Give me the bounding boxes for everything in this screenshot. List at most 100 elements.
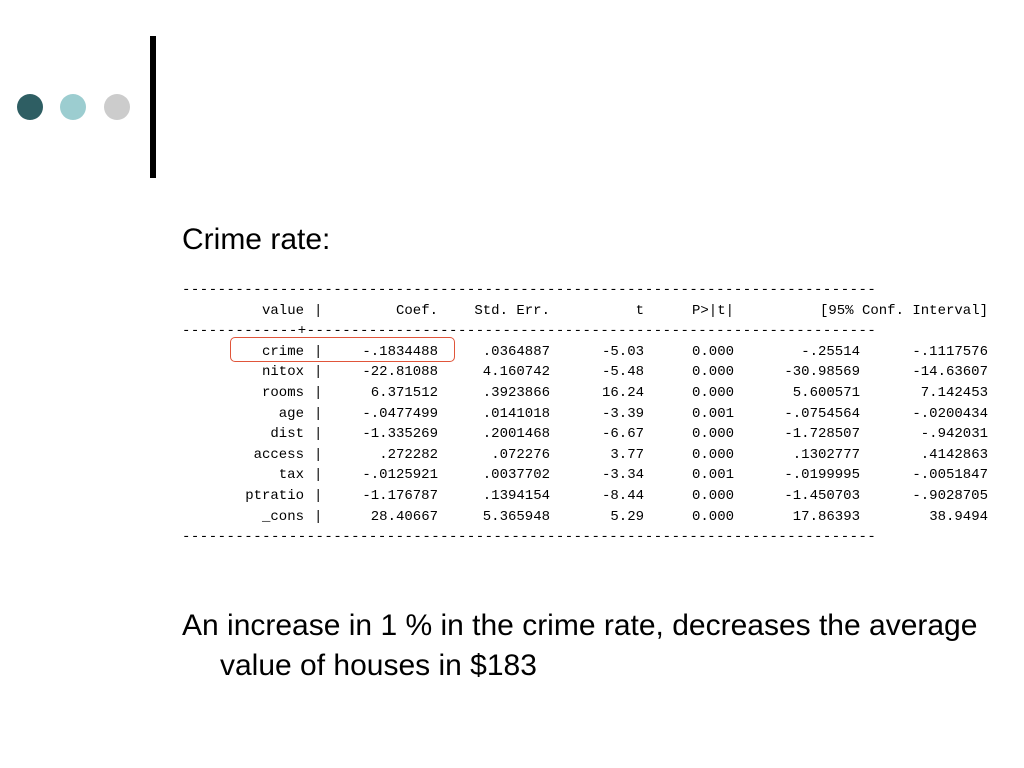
- row-conf-low: -30.98569: [784, 364, 860, 381]
- row-var: age: [278, 405, 304, 422]
- column-separator: |: [314, 405, 323, 422]
- row-coef: .272282: [379, 446, 438, 463]
- row-t: -8.44: [601, 487, 644, 504]
- row-var: rooms: [261, 384, 304, 401]
- table-row: dist | -1.335269 .2001468 -6.67 0.000 -1.72850…: [182, 424, 988, 445]
- row-var: ptratio: [245, 487, 304, 504]
- column-separator: |: [314, 426, 323, 443]
- row-conf-high: -.1117576: [912, 343, 988, 360]
- decor-vertical-bar: [150, 36, 156, 178]
- row-t: 5.29: [610, 508, 644, 525]
- table-row: ptratio | -1.176787 .1394154 -8.44 0.000 -1.45…: [182, 486, 988, 507]
- header-se: Std. Err.: [474, 302, 550, 319]
- row-coef: 6.371512: [370, 384, 438, 401]
- header-conf: [95% Conf. Interval]: [819, 302, 988, 319]
- row-var: nitox: [261, 364, 304, 381]
- header-t: t: [635, 302, 644, 319]
- row-p: 0.000: [691, 426, 734, 443]
- decor-dot-gray: [104, 94, 130, 120]
- decor-dot-dark: [17, 94, 43, 120]
- row-t: 3.77: [610, 446, 644, 463]
- row-se: .0364887: [482, 343, 550, 360]
- row-t: -6.67: [601, 426, 644, 443]
- regression-output: ----------------------------------------…: [182, 280, 988, 548]
- row-conf-low: -1.728507: [784, 426, 860, 443]
- column-separator: |: [314, 343, 323, 360]
- row-conf-high: -.9028705: [912, 487, 988, 504]
- row-conf-low: -.0199995: [784, 467, 860, 484]
- row-conf-high: -.942031: [920, 426, 988, 443]
- row-coef: -.0477499: [362, 405, 438, 422]
- row-se: 4.160742: [482, 364, 550, 381]
- row-coef: -1.176787: [362, 487, 438, 504]
- table-row: rooms | 6.371512 .3923866 16.24 0.000 5.600571…: [182, 383, 988, 404]
- row-conf-low: 5.600571: [792, 384, 860, 401]
- row-var: tax: [278, 467, 304, 484]
- header-var: value: [261, 302, 304, 319]
- row-t: -5.03: [601, 343, 644, 360]
- row-p: 0.000: [691, 364, 734, 381]
- row-se: .3923866: [482, 384, 550, 401]
- header-rule: -------------+--------------------------…: [182, 323, 877, 340]
- column-separator: |: [314, 487, 323, 504]
- header-p: P>|t|: [691, 302, 734, 319]
- row-conf-high: -.0200434: [912, 405, 988, 422]
- table-row: access | .272282 .072276 3.77 0.000 .1302777 .4…: [182, 445, 988, 466]
- column-separator: |: [314, 508, 323, 525]
- top-rule: ----------------------------------------…: [182, 282, 877, 298]
- row-p: 0.000: [691, 384, 734, 401]
- column-separator: |: [314, 302, 323, 319]
- row-coef: 28.40667: [370, 508, 438, 525]
- row-conf-low: 17.86393: [792, 508, 860, 525]
- row-var: access: [253, 446, 304, 463]
- row-se: 5.365948: [482, 508, 550, 525]
- row-se: .072276: [491, 446, 550, 463]
- header-coef: Coef.: [395, 302, 438, 319]
- row-conf-low: -.25514: [801, 343, 860, 360]
- row-p: 0.000: [691, 508, 734, 525]
- row-conf-high: .4142863: [920, 446, 988, 463]
- row-p: 0.001: [691, 467, 734, 484]
- row-p: 0.001: [691, 405, 734, 422]
- row-var: dist: [270, 426, 304, 443]
- table-row: _cons | 28.40667 5.365948 5.29 0.000 17.86393 3…: [182, 507, 988, 528]
- column-separator: |: [314, 384, 323, 401]
- decor-dot-teal: [60, 94, 86, 120]
- column-separator: |: [314, 467, 323, 484]
- bottom-rule: ----------------------------------------…: [182, 529, 877, 546]
- slide-heading: Crime rate:: [182, 223, 331, 256]
- table-row: nitox | -22.81088 4.160742 -5.48 0.000 -30.985…: [182, 362, 988, 383]
- row-t: 16.24: [601, 384, 644, 401]
- row-p: 0.000: [691, 446, 734, 463]
- row-conf-low: .1302777: [792, 446, 860, 463]
- row-conf-low: -.0754564: [784, 405, 860, 422]
- column-separator: |: [314, 364, 323, 381]
- row-coef: -22.81088: [362, 364, 438, 381]
- row-p: 0.000: [691, 487, 734, 504]
- row-t: -3.34: [601, 467, 644, 484]
- row-p: 0.000: [691, 343, 734, 360]
- row-se: .2001468: [482, 426, 550, 443]
- row-coef: -1.335269: [362, 426, 438, 443]
- row-conf-high: 38.9494: [929, 508, 988, 525]
- conclusion-text: An increase in 1 % in the crime rate, de…: [182, 609, 978, 682]
- table-row: tax | -.0125921 .0037702 -3.34 0.001 -.0199995…: [182, 465, 988, 486]
- row-coef: -.0125921: [362, 467, 438, 484]
- header-row: value | Coef. Std. Err. t P>|t| [95% Con…: [182, 301, 988, 322]
- row-conf-high: -14.63607: [912, 364, 988, 381]
- row-conf-low: -1.450703: [784, 487, 860, 504]
- row-se: .0141018: [482, 405, 550, 422]
- row-var: crime: [261, 343, 304, 360]
- table-row: age | -.0477499 .0141018 -3.39 0.001 -.0754564…: [182, 404, 988, 425]
- row-t: -3.39: [601, 405, 644, 422]
- table-body: crime | -.1834488 .0364887 -5.03 0.000 -.25514…: [182, 342, 988, 527]
- row-se: .0037702: [482, 467, 550, 484]
- crime-highlight-box: [230, 337, 455, 362]
- row-conf-high: -.0051847: [912, 467, 988, 484]
- row-se: .1394154: [482, 487, 550, 504]
- row-conf-high: 7.142453: [920, 384, 988, 401]
- row-t: -5.48: [601, 364, 644, 381]
- row-var: _cons: [261, 508, 304, 525]
- column-separator: |: [314, 446, 323, 463]
